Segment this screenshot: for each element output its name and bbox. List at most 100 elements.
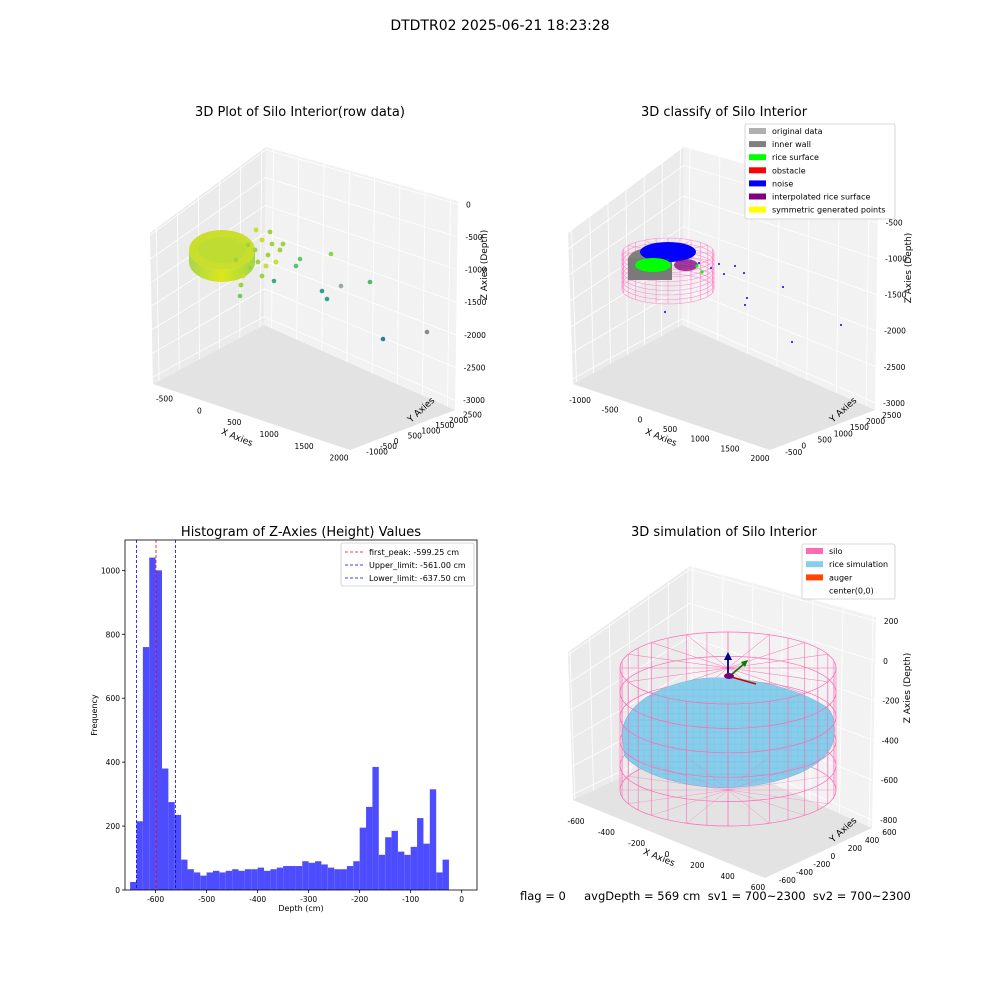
x-tick-label: 1000 <box>690 435 709 444</box>
x-tick-label: -1000 <box>569 396 591 405</box>
wire-spoke-bottom <box>727 756 770 791</box>
histogram-bar <box>295 866 303 890</box>
x-tick-label: 2000 <box>329 454 348 463</box>
grid-line <box>149 149 459 236</box>
panel-title: 3D Plot of Silo Interior(row data) <box>195 105 405 120</box>
noise-point <box>791 341 793 343</box>
histogram-bar <box>404 854 411 890</box>
legend-swatch <box>806 548 823 554</box>
ring-point <box>247 265 253 271</box>
histogram-bar <box>232 869 239 890</box>
histogram-bar <box>174 814 182 890</box>
axis-ticks: -1000-5000500100015002000-50005001000150… <box>569 219 907 463</box>
outlier-point <box>237 293 243 299</box>
y-tick-label: 400 <box>865 836 880 845</box>
z-tick-label: 0 <box>883 657 888 666</box>
histogram-bar <box>155 570 162 890</box>
x-tick-label: 1500 <box>720 444 739 453</box>
y-tick-label: 2500 <box>882 411 901 420</box>
figure-suptitle: DTDTR02 2025-06-21 18:23:28 <box>390 18 610 34</box>
x-axis-label: X Axies <box>641 847 676 869</box>
z-tick-label: -2500 <box>464 364 486 373</box>
noise-point <box>746 297 748 299</box>
x-tick-label: 200 <box>690 861 705 870</box>
histogram-bar <box>168 802 175 890</box>
grid-line <box>607 203 611 364</box>
histogram-bar <box>136 821 143 890</box>
ring-point <box>265 252 271 258</box>
legend: first_peak: -599.25 cm Upper_limit: -561.… <box>340 542 475 587</box>
grid-line <box>151 232 457 307</box>
grid-line <box>569 650 576 800</box>
grid-lines <box>149 149 459 407</box>
wire-spoke-bottom <box>628 789 729 805</box>
grid-line <box>150 177 458 260</box>
x-tick-label: 2000 <box>750 454 769 463</box>
histogram-bar <box>302 861 309 890</box>
legend-frame <box>744 123 896 220</box>
legend-label: noise <box>772 179 793 188</box>
axis-ticks: -600-400-2000200400600-600-400-200020040… <box>568 617 900 892</box>
y-tick-label: 0 <box>801 442 806 451</box>
y-tick-label: 600 <box>882 828 897 837</box>
wire-spoke-bottom <box>727 789 805 816</box>
silo-wireframe-front <box>619 667 837 827</box>
legend-swatch <box>749 206 766 213</box>
panel-title: 3D simulation of Silo Interior <box>631 525 818 540</box>
legend-label: rice surface <box>772 153 819 162</box>
histogram-bar <box>410 846 418 890</box>
axis-ticks: -5000500100015002000-1000-50005001000150… <box>156 200 487 462</box>
floor-pane <box>573 325 875 450</box>
outlier-point <box>324 296 330 302</box>
y-tick-label: -1000 <box>366 447 388 456</box>
histogram-bar <box>327 867 335 890</box>
histogram-bar <box>149 557 156 890</box>
y-tick-label: -500 <box>785 448 802 457</box>
z-tick-label: -200 <box>882 697 899 706</box>
histogram-bar <box>200 875 207 890</box>
y-tick-label: -200 <box>813 860 830 869</box>
z-tick-label: -500 <box>465 233 482 242</box>
noise-point <box>743 272 745 274</box>
ring-point <box>237 237 243 243</box>
histogram-bar <box>397 851 405 890</box>
outlier-point <box>297 256 303 262</box>
x-tick-label: -600 <box>147 895 164 904</box>
ring-point <box>273 259 279 265</box>
z-tick-label: 0 <box>466 200 471 209</box>
histogram-bar <box>193 872 201 890</box>
panel-classify-3d: 3D classify of Silo Interior -1000-50005… <box>568 105 914 463</box>
y-tick-label: 1500 <box>850 423 869 432</box>
panel-raw-3d: 3D Plot of Silo Interior(row data) -500 0… <box>149 105 490 463</box>
noise-point <box>782 286 784 288</box>
legend-swatch <box>749 154 766 161</box>
noise-points <box>640 242 696 262</box>
grid-line <box>569 195 878 275</box>
grid-line <box>177 212 180 371</box>
ring-point <box>269 241 275 247</box>
ring-point <box>259 237 265 243</box>
wire-spoke-bottom <box>727 789 770 824</box>
z-tick-label: -400 <box>882 736 899 745</box>
histogram-bar <box>161 768 169 890</box>
x-tick-label: -500 <box>601 406 618 415</box>
histogram-bar <box>244 869 252 890</box>
wire-spoke-top <box>628 653 729 669</box>
ring-band <box>189 250 255 282</box>
histogram-bar <box>423 843 430 890</box>
z-tick-label: -1000 <box>885 255 907 264</box>
legend-label: rice simulation <box>829 560 888 569</box>
panel-title: 3D classify of Silo Interior <box>641 105 808 120</box>
grid-line <box>346 170 350 362</box>
floor-pane <box>153 325 455 450</box>
z-tick-label: 200 <box>884 617 899 626</box>
ring-point <box>233 257 239 263</box>
noise-point <box>710 267 712 269</box>
z-axis-label: Z Axies (Depth) <box>903 653 913 724</box>
histogram-bar <box>225 870 233 890</box>
legend-swatch <box>749 167 766 174</box>
ring-inner <box>198 237 246 263</box>
center-marker <box>724 673 734 679</box>
x-tick-label: -400 <box>598 828 615 837</box>
wire-spoke-top <box>628 667 729 683</box>
